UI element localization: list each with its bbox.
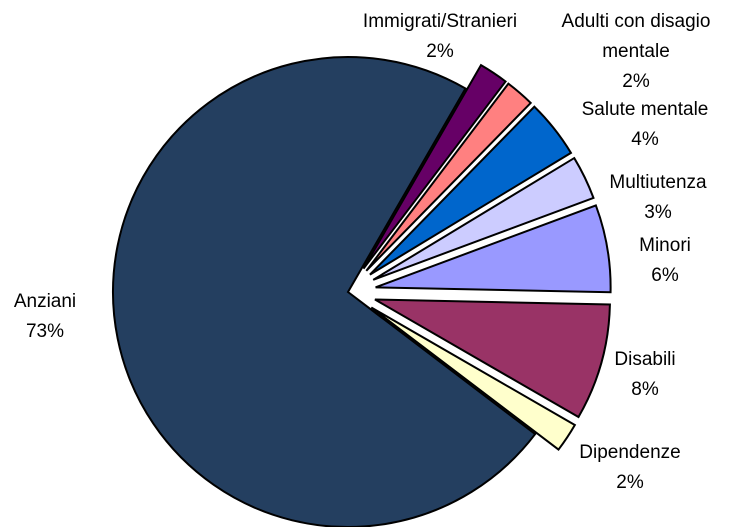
pie-slice (375, 204, 612, 294)
value-label: 4% (631, 129, 659, 150)
category-label: Adulti con disagio mentale (561, 11, 711, 62)
value-label: 2% (426, 41, 454, 62)
category-label: Immigrati/Stranieri (362, 11, 518, 32)
pie-slice (112, 56, 537, 527)
pie-slice (369, 105, 573, 276)
value-label: 8% (631, 379, 659, 400)
category-label: Minori (639, 235, 691, 256)
category-label: Multiutenza (609, 172, 707, 193)
pie-slice (374, 298, 611, 419)
value-label: 73% (25, 321, 65, 342)
value-label: 6% (651, 265, 679, 286)
pie-slice (372, 156, 595, 281)
category-label: Salute mentale (581, 99, 709, 120)
value-label: 3% (644, 202, 672, 223)
category-label: Anziani (13, 291, 77, 312)
value-label: 2% (616, 472, 644, 493)
category-label: Dipendenze (579, 442, 681, 463)
category-label: Disabili (614, 349, 676, 370)
value-label: 2% (622, 71, 650, 92)
pie-slice (365, 82, 533, 272)
pie-slice (370, 306, 577, 451)
pie-slice (362, 63, 507, 270)
